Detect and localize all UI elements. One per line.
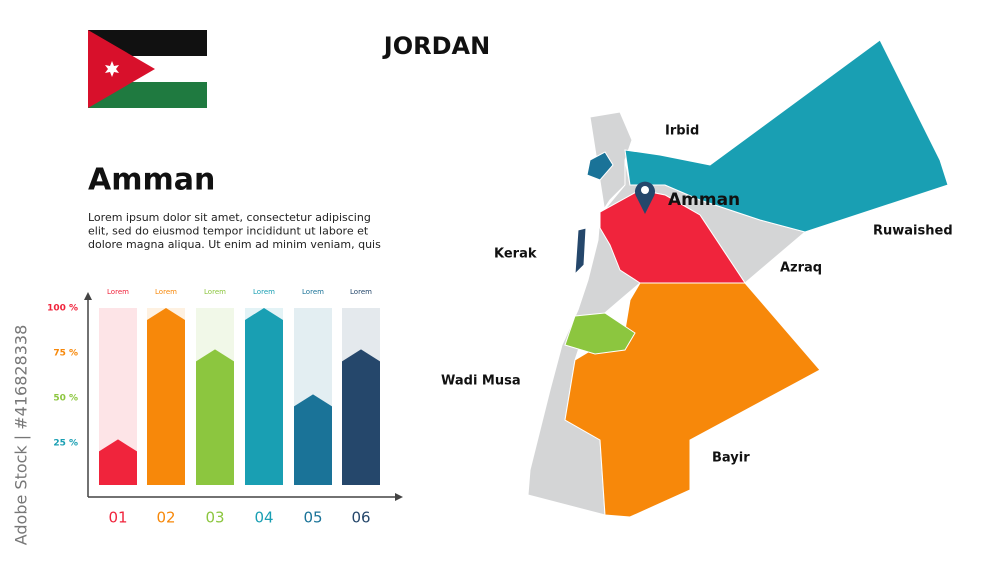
x-tick-label: 06 <box>351 509 370 527</box>
heading: Amman <box>88 163 215 198</box>
x-tick-label: 03 <box>205 509 224 527</box>
map-pin <box>635 181 655 214</box>
paragraph-line: elit, sed do eiusmod tempor incididunt u… <box>88 225 369 238</box>
bar <box>245 308 283 485</box>
map-label: Kerak <box>494 247 537 262</box>
axis-arrow <box>84 292 92 300</box>
bar <box>196 349 234 485</box>
column-label: Lorem <box>107 288 129 296</box>
map-label: Wadi Musa <box>441 374 521 389</box>
x-tick-label: 02 <box>156 509 175 527</box>
region <box>586 151 614 181</box>
pin <box>635 181 655 214</box>
y-tick-label: 75 % <box>53 349 78 359</box>
map-label: Irbid <box>665 124 699 139</box>
column-label: Lorem <box>302 288 324 296</box>
y-tick-label: 25 % <box>53 439 78 449</box>
column-label: Lorem <box>253 288 275 296</box>
paragraph-line: dolore magna aliqua. Ut enim ad minim ve… <box>88 238 381 251</box>
paragraph-line: Lorem ipsum dolor sit amet, consectetur … <box>88 211 371 224</box>
y-tick-label: 50 % <box>53 394 78 404</box>
y-tick-label: 100 % <box>47 304 78 314</box>
map-label: Bayir <box>712 451 750 466</box>
column-label: Lorem <box>155 288 177 296</box>
x-tick-label: 05 <box>303 509 322 527</box>
x-tick-label: 01 <box>108 509 127 527</box>
bar <box>147 308 185 485</box>
flag-triangle <box>88 30 155 108</box>
region <box>624 39 949 233</box>
title: JORDAN <box>382 32 490 60</box>
bar <box>342 349 380 485</box>
axis-arrow <box>395 493 403 501</box>
watermark: Adobe Stock | #416828338 <box>12 325 31 546</box>
column-label: Lorem <box>204 288 226 296</box>
bar <box>294 394 332 485</box>
flag-star <box>105 61 119 77</box>
map-label: Ruwaished <box>873 224 953 239</box>
x-tick-label: 04 <box>254 509 273 527</box>
map-label: Azraq <box>780 261 822 276</box>
region <box>564 312 636 355</box>
flag <box>88 30 207 108</box>
map <box>527 39 949 518</box>
pin-hole <box>641 186 649 194</box>
region <box>574 227 587 276</box>
map-label: Amman <box>668 190 740 210</box>
column-label: Lorem <box>350 288 372 296</box>
bar <box>99 439 137 485</box>
